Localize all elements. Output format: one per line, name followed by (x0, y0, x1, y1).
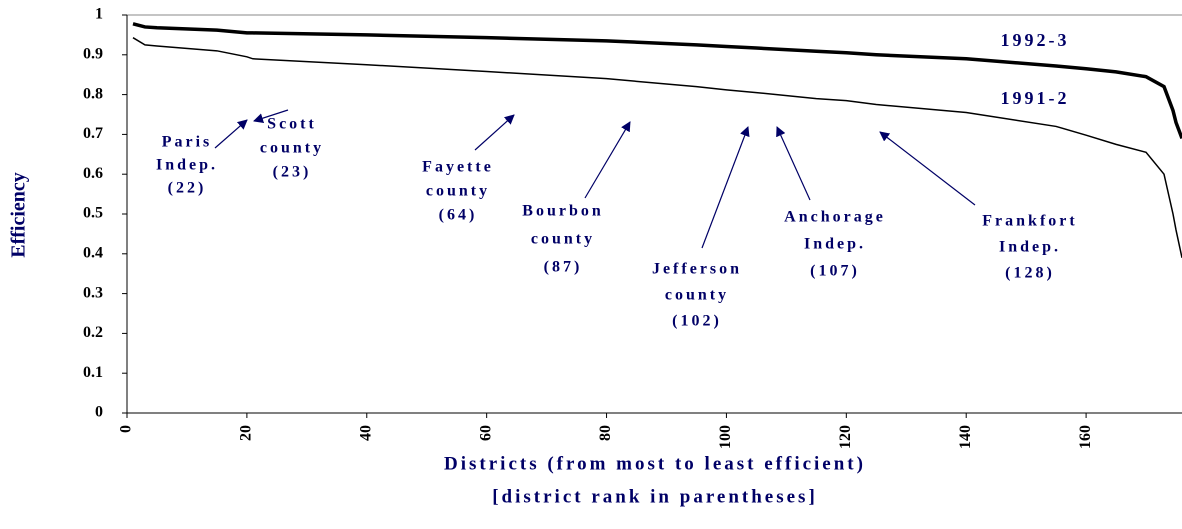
y-tick-label: 0.8 (83, 85, 103, 102)
annotation-text: Frankfort (982, 213, 1077, 230)
annotation-text: county (531, 231, 595, 248)
annotation-text: Indep. (999, 239, 1061, 256)
x-tick-label: 120 (837, 425, 854, 449)
annotation-arrow (214, 119, 248, 149)
annotation-arrow (879, 131, 976, 206)
y-tick-label: 1 (95, 6, 103, 23)
annotation-arrow (701, 126, 750, 249)
y-tick-label: 0.3 (83, 284, 103, 301)
series-label: 1991-2 (1001, 88, 1070, 108)
annotation-text: (87) (544, 259, 583, 276)
x-tick-label: 40 (357, 425, 374, 441)
y-tick-label: 0.9 (83, 45, 103, 62)
annotation-arrow (474, 114, 515, 151)
annotation-arrow (584, 121, 631, 199)
y-tick-label: 0.6 (83, 165, 103, 182)
annotation-arrow (253, 109, 289, 123)
y-tick-label: 0.2 (83, 324, 103, 341)
y-tick-label: 0.1 (83, 364, 103, 381)
annotation-text: (102) (672, 313, 722, 330)
y-tick-label: 0 (95, 404, 103, 421)
x-tick-label: 60 (477, 425, 494, 441)
annotation-text: (23) (273, 164, 312, 181)
x-tick-label: 20 (238, 425, 255, 441)
x-tick-label: 140 (957, 425, 974, 449)
annotation-text: (107) (810, 263, 860, 280)
y-tick-label: 0.7 (83, 125, 103, 142)
annotation-text: Paris (162, 134, 213, 151)
x-tick-label: 0 (118, 425, 135, 433)
x-axis-title: Districts (from most to least efficient) (444, 453, 866, 474)
series-label: 1992-3 (1001, 30, 1070, 50)
annotation-text: Scott (267, 116, 317, 133)
y-tick-label: 0.4 (83, 244, 103, 261)
annotation-text: Indep. (156, 157, 218, 174)
annotation-text: county (260, 140, 324, 157)
annotation-text: county (665, 287, 729, 304)
annotation-text: (128) (1005, 265, 1055, 282)
annotation-text: Indep. (804, 236, 866, 253)
annotation-text: Fayette (422, 159, 494, 176)
series-line (132, 22, 1182, 139)
annotation-text: Anchorage (784, 209, 886, 226)
annotation-arrow (776, 126, 811, 201)
x-tick-label: 100 (717, 425, 734, 449)
x-axis-subtitle: [district rank in parentheses] (492, 486, 818, 507)
annotation-text: Bourbon (522, 203, 603, 220)
annotation-text: (22) (168, 180, 207, 197)
annotation-text: county (426, 183, 490, 200)
x-tick-label: 80 (597, 425, 614, 441)
x-tick-label: 160 (1077, 425, 1094, 449)
annotation-text: Jefferson (652, 261, 742, 278)
series-line (132, 37, 1182, 258)
y-tick-label: 0.5 (83, 205, 103, 222)
y-axis-title: Efficiency (8, 172, 30, 258)
annotation-text: (64) (439, 207, 478, 224)
